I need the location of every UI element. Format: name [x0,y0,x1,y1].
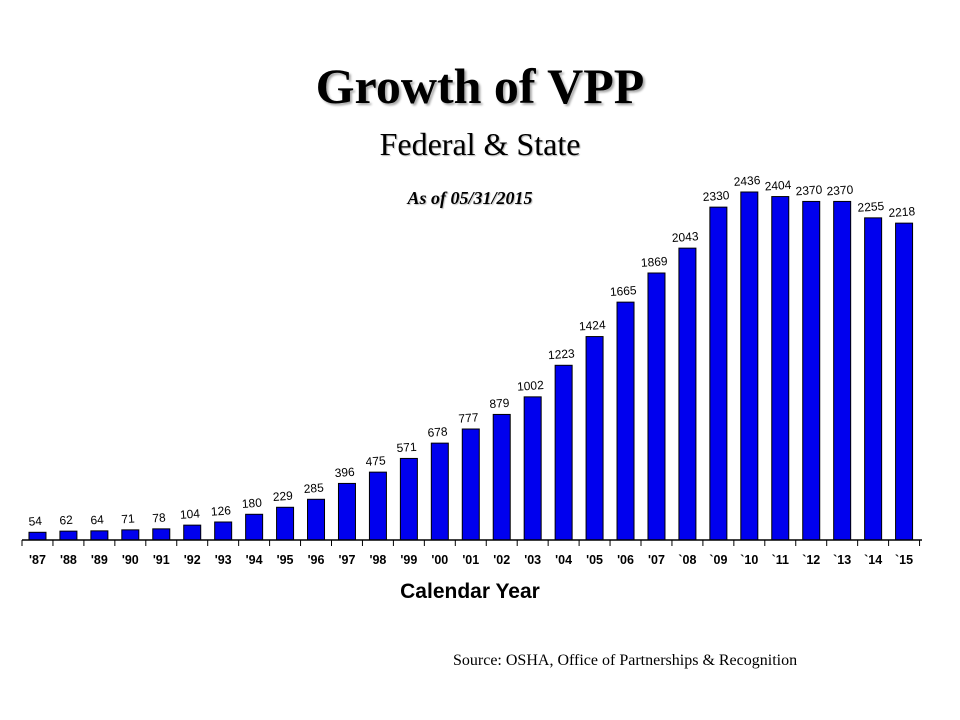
bar-16 [523,396,542,541]
x-tick-label-12: '99 [400,553,417,567]
x-tick-label-18: '05 [586,553,603,567]
bar-17 [554,364,573,541]
value-label-10: 396 [334,465,355,480]
bar-1 [59,530,78,541]
value-label-3: 71 [121,511,136,526]
value-label-27: 2255 [857,199,885,215]
x-tick-label-28: `15 [895,553,913,567]
value-label-16: 1002 [517,378,545,394]
value-label-13: 678 [427,424,448,439]
value-label-7: 180 [241,496,262,511]
value-label-9: 285 [303,481,324,496]
bar-22 [709,206,728,541]
value-label-26: 2370 [826,183,854,199]
bar-3 [121,529,140,541]
x-tick-label-14: '01 [462,553,479,567]
bar-4 [152,528,171,541]
x-tick-label-8: '95 [277,553,294,567]
x-tick-label-17: '04 [555,553,572,567]
x-tick-label-3: '90 [122,553,139,567]
x-tick-label-5: '92 [184,553,201,567]
value-label-17: 1223 [548,346,576,362]
x-tick-label-20: '07 [648,553,665,567]
x-tick-label-19: '06 [617,553,634,567]
x-tick-label-9: '96 [308,553,325,567]
value-labels-group: 54 62 64 71 78 104 126 180 229 285 396 475 571 678 777… [28,173,916,529]
value-label-21: 2043 [671,229,699,245]
x-tick-labels-group: '87 '88 '89 '90 '91 '92 '93 '94 '95 '96 '97 '98 '99 '… [29,553,913,567]
x-tick-label-7: '94 [246,553,263,567]
x-axis-label: Calendar Year [400,580,540,603]
bar-26 [833,200,852,541]
x-tick-label-26: `13 [833,553,851,567]
bar-19 [616,301,635,541]
bar-25 [802,200,821,541]
x-tick-label-2: '89 [91,553,108,567]
value-label-6: 126 [210,503,231,518]
value-label-8: 229 [272,489,293,504]
value-label-0: 54 [28,514,43,529]
bar-18 [585,336,604,541]
x-tick-label-24: `11 [772,553,789,567]
x-tick-label-25: `12 [802,553,820,567]
value-label-14: 777 [458,410,479,425]
value-label-15: 879 [489,396,510,411]
value-label-23: 2436 [733,173,761,189]
x-tick-label-11: '98 [369,553,386,567]
bar-20 [647,272,666,541]
bar-15 [492,413,511,541]
bar-12 [399,457,418,541]
x-axis-ticks-group [21,540,921,546]
bar-9 [307,498,326,541]
bar-27 [864,217,883,541]
bar-11 [368,471,387,541]
x-tick-label-23: `10 [740,553,758,567]
bar-10 [337,482,356,541]
bar-13 [430,442,449,541]
bar-2 [90,530,109,541]
bar-14 [461,428,480,541]
x-tick-label-10: '97 [339,553,356,567]
value-label-24: 2404 [764,178,792,194]
value-label-18: 1424 [578,318,606,334]
value-label-25: 2370 [795,183,823,199]
value-label-19: 1665 [609,283,637,299]
value-label-20: 1869 [640,254,668,270]
value-label-5: 104 [179,506,200,521]
bar-5 [183,524,202,541]
as-of-date-annotation: As of 05/31/2015 [407,188,533,208]
value-label-22: 2330 [702,188,730,204]
value-label-11: 475 [365,453,386,468]
x-tick-label-6: '93 [215,553,232,567]
x-tick-label-0: '87 [29,553,46,567]
bar-21 [678,247,697,541]
value-label-2: 64 [90,512,105,527]
x-tick-label-4: '91 [153,553,170,567]
value-label-1: 62 [59,513,74,528]
x-tick-label-15: '02 [493,553,510,567]
bar-23 [740,191,759,541]
chart-title: Growth of VPP [315,58,645,114]
bar-6 [214,521,233,541]
source-note: Source: OSHA, Office of Partnerships & R… [453,652,798,669]
value-label-12: 571 [396,440,417,455]
bars-group [28,191,914,541]
x-tick-label-21: `08 [678,553,696,567]
bar-8 [276,506,295,541]
bar-24 [771,196,790,541]
x-tick-label-1: '88 [60,553,77,567]
x-tick-label-13: '00 [431,553,448,567]
bar-7 [245,513,264,541]
x-tick-label-16: '03 [524,553,541,567]
x-tick-label-27: `14 [864,553,882,567]
bar-0 [28,531,47,541]
bar-28 [895,222,914,541]
chart-subtitle: Federal & State [379,126,581,162]
value-label-4: 78 [152,510,167,525]
x-tick-label-22: `09 [709,553,727,567]
value-label-28: 2218 [888,204,916,220]
